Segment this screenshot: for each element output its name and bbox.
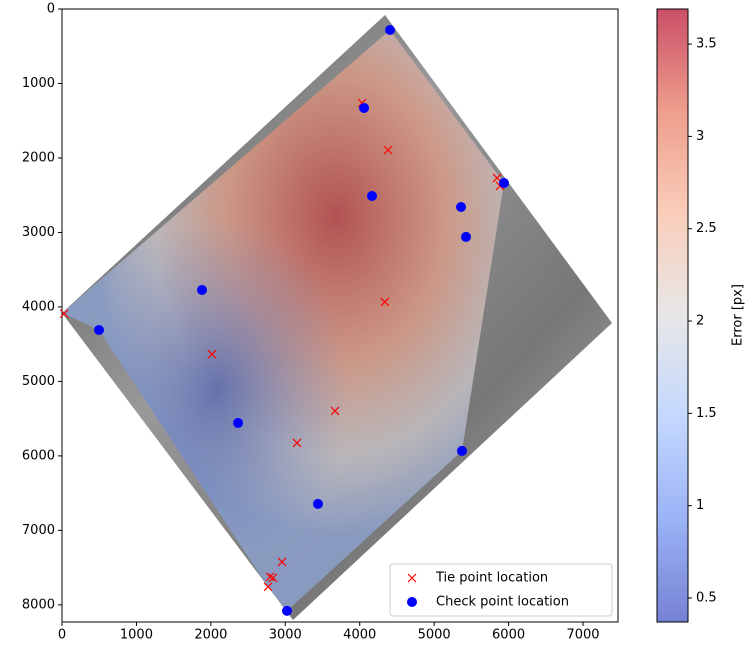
tie-point <box>207 349 217 359</box>
check-point <box>197 284 208 295</box>
x-tick-label: 3000 <box>269 628 302 643</box>
tie-point <box>380 297 390 307</box>
y-tick-label: 0 <box>47 2 55 17</box>
colorbar-frame <box>656 8 689 623</box>
x-tick-label: 0 <box>58 628 66 643</box>
check-point <box>233 417 244 428</box>
tie-point <box>277 557 287 567</box>
tie-point <box>383 145 393 155</box>
tie-point <box>263 582 273 592</box>
y-tick-label: 1000 <box>22 76 55 91</box>
x-tick-label: 5000 <box>418 628 451 643</box>
x-tick-label: 7000 <box>566 628 599 643</box>
colorbar <box>657 9 688 622</box>
colorbar-tick-label: 0.5 <box>696 590 717 605</box>
legend <box>389 563 613 617</box>
check-point <box>367 190 378 201</box>
y-tick-label: 7000 <box>22 523 55 538</box>
y-tick-label: 5000 <box>22 374 55 389</box>
check-point <box>456 201 467 212</box>
legend-label: Tie point location <box>435 571 548 586</box>
colorbar-tick-label: 3 <box>696 129 704 144</box>
colorbar-tick-label: 1 <box>696 498 704 513</box>
background-image <box>62 15 612 620</box>
colorbar-tick-label: 3.5 <box>696 37 717 52</box>
colorbar-tick-label: 2 <box>696 314 704 329</box>
x-tick-label: 4000 <box>343 628 376 643</box>
y-tick-label: 4000 <box>22 299 55 314</box>
legend-label: Check point location <box>436 595 569 610</box>
tie-point <box>292 438 302 448</box>
y-tick-label: 6000 <box>22 448 55 463</box>
check-point <box>456 445 467 456</box>
tie-point <box>407 573 417 583</box>
x-tick-label: 2000 <box>194 628 227 643</box>
check-point <box>498 177 509 188</box>
y-tick-label: 3000 <box>22 225 55 240</box>
check-point <box>282 605 293 616</box>
y-tick-label: 8000 <box>22 597 55 612</box>
x-tick-label: 1000 <box>120 628 153 643</box>
tie-point <box>268 573 278 583</box>
x-tick-label: 6000 <box>492 628 525 643</box>
y-tick-label: 2000 <box>22 150 55 165</box>
check-point <box>461 231 472 242</box>
check-point <box>312 498 323 509</box>
check-point <box>407 597 417 607</box>
tie-point <box>59 309 69 319</box>
tie-point <box>265 572 275 582</box>
check-point <box>359 102 370 113</box>
check-point <box>93 324 104 335</box>
colorbar-tick-label: 2.5 <box>696 221 717 236</box>
check-point <box>385 25 396 36</box>
tie-point <box>330 406 340 416</box>
colorbar-tick-label: 1.5 <box>696 406 717 421</box>
colorbar-label: Error [px] <box>731 284 746 346</box>
